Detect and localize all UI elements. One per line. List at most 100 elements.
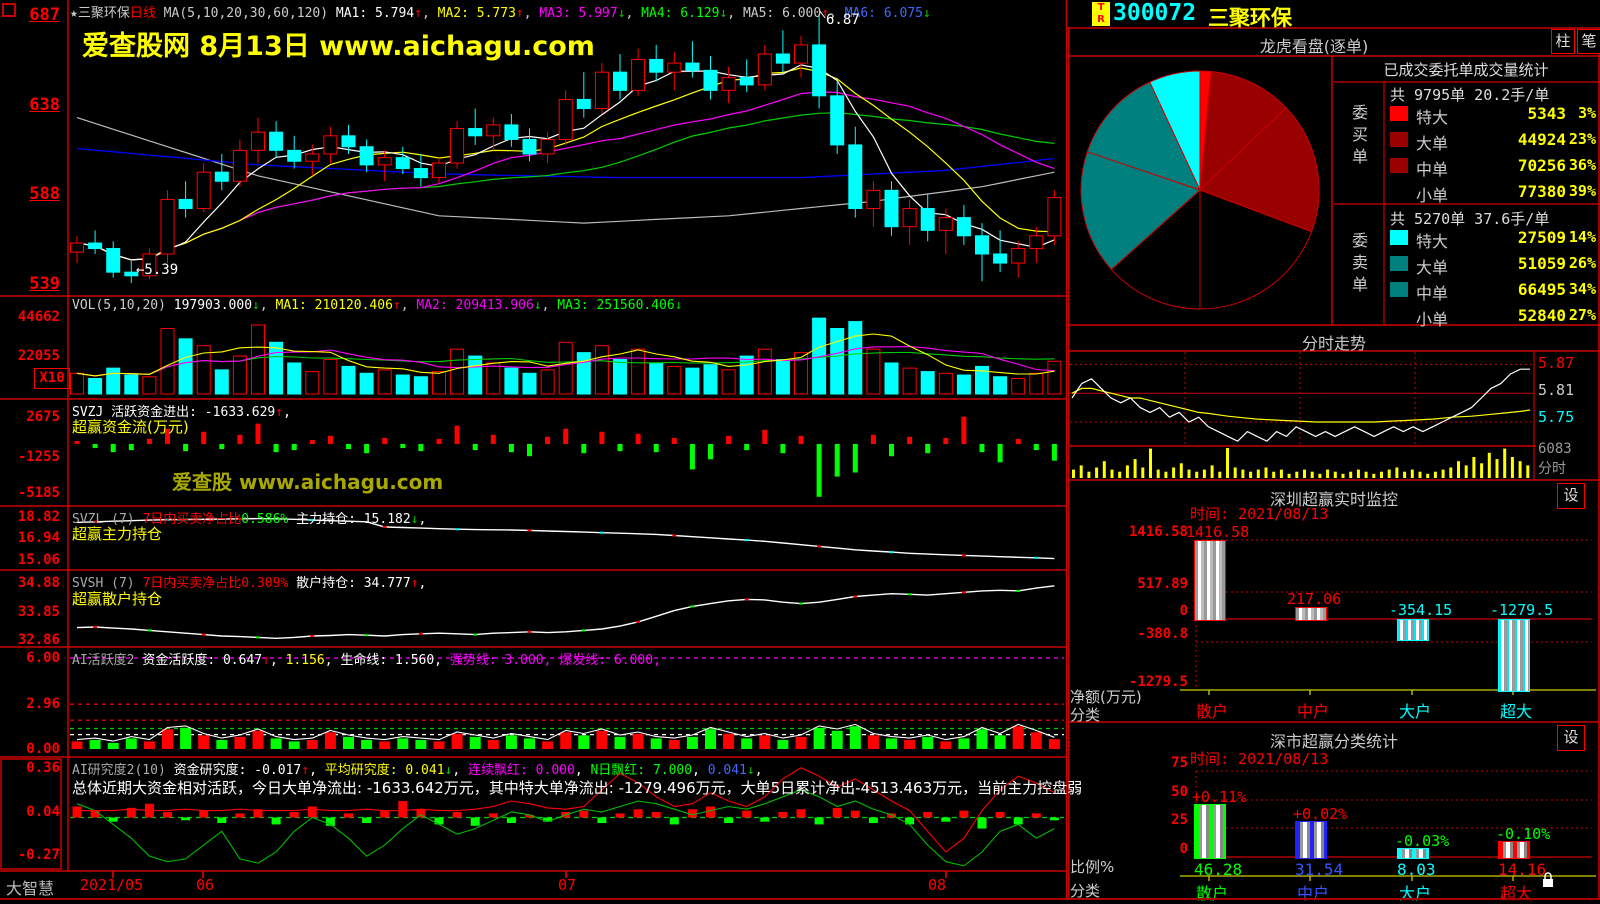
header-segment: , [625, 6, 642, 21]
order-row-name: 特大 [1416, 232, 1449, 251]
header-segment: 1.156 [285, 653, 325, 668]
header-segment: , [727, 6, 743, 21]
header-segment: 三聚环保 [77, 6, 130, 21]
order-row-value: 52840 [1517, 306, 1566, 325]
order-row-name: 小单 [1416, 310, 1449, 329]
monitor-time: 时间: 2021/08/13 [1190, 505, 1329, 523]
research-summary: 总体近期大资金相对活跃，今日大单净流出: -1633.642万元，其中特大单净流… [72, 779, 1083, 797]
classify-y-tick: 0 [1179, 841, 1188, 857]
classify-bar-category: 中户 [1297, 884, 1330, 903]
header-segment: 日线 [129, 6, 156, 21]
act-axis-3: 0.00 [26, 741, 60, 757]
sh-subtitle: 超赢散户持仓 [72, 590, 163, 608]
sh-axis-3: 32.86 [17, 632, 60, 648]
classify-bar-pct: -0.10% [1496, 825, 1551, 843]
header-segment: 资金研究度: -0.017 [173, 763, 302, 778]
order-row-swatch [1390, 132, 1408, 147]
monitor-y-tick: 1416.58 [1128, 524, 1188, 540]
header-segment: 0.309% [241, 576, 289, 591]
monitor-y-tick: 0 [1179, 603, 1188, 619]
main-chart-canvas[interactable] [0, 0, 1068, 900]
monitor-y-tick: -1279.5 [1128, 674, 1188, 690]
header-segment: ↑ [275, 405, 284, 420]
monitor-y-tick: -380.8 [1137, 626, 1188, 642]
classify-bar-value: 14.16 [1498, 860, 1547, 879]
order-row-swatch [1390, 282, 1408, 297]
order-row-swatch [1390, 230, 1408, 245]
classify-ratio-label: 比例% [1070, 858, 1115, 876]
order-row-name: 大单 [1416, 134, 1449, 153]
header-segment: MA3: 5.997 [539, 6, 618, 21]
header-segment: ↓ [674, 298, 683, 313]
header-segment: MA5: 6.000 [742, 6, 822, 21]
order-stats-title: 已成交委托单成交量统计 [1383, 61, 1549, 79]
header-segment: ↑ [392, 298, 401, 313]
kline-header: ★三聚环保日线 MA(5,10,20,30,60,120) MA1: 5.794… [70, 2, 931, 21]
classify-cat-label: 分类 [1070, 882, 1101, 900]
header-segment: , [421, 6, 438, 21]
header-segment: 强势线: 3.000, [449, 653, 560, 668]
pie-slice [1110, 188, 1201, 310]
res-axis-1: 0.36 [26, 760, 60, 776]
header-segment: MA1: 5.794 [335, 6, 415, 21]
order-row-pct: 14% [1568, 228, 1596, 246]
header-segment: ↑ [262, 653, 270, 668]
watermark-small: 爱查股 www.aichagu.com [172, 470, 444, 494]
timeline-label: 06 [196, 876, 215, 894]
act-axis-1: 6.00 [26, 650, 60, 666]
classify-y-tick: 75 [1171, 755, 1188, 771]
order-row-name: 中单 [1416, 160, 1449, 179]
res-axis-2: 0.04 [26, 804, 60, 820]
header-segment: , [692, 763, 708, 778]
watermark-banner: 爱查股网 8月13日 www.aichagu.com [82, 31, 595, 62]
right-panel-canvas[interactable] [1068, 0, 1600, 900]
header-segment: ↑ [301, 763, 310, 778]
header-segment: 资金活跃度: 0.647 [142, 653, 263, 668]
order-row-name: 特大 [1416, 108, 1449, 127]
sell-summary: 共 5270单 37.6手/单 [1390, 210, 1550, 228]
order-row-value: 27509 [1517, 228, 1566, 247]
stock-name: 三聚环保 [1208, 6, 1292, 30]
classify-settings-button[interactable]: 设 [1557, 725, 1585, 751]
header-segment: ↓ [533, 298, 542, 313]
timeline-label: 07 [558, 876, 577, 894]
buy-summary: 共 9795单 20.2手/单 [1390, 86, 1550, 104]
sh-axis-1: 34.88 [17, 575, 60, 591]
monitor-bar-value: 1416.58 [1186, 523, 1250, 541]
classify-title: 深市超赢分类统计 [1269, 732, 1398, 751]
bottom-border [0, 898, 1600, 900]
bar-mode-button[interactable]: 柱 [1551, 29, 1575, 54]
brand-label: 大智慧 [6, 879, 55, 898]
order-row-value: 70256 [1517, 156, 1566, 175]
fenshi-label-587: 5.87 [1538, 354, 1575, 372]
order-row-name: 大单 [1416, 258, 1449, 277]
pen-mode-button[interactable]: 笔 [1577, 29, 1600, 54]
monitor-y-tick: 517.89 [1137, 576, 1188, 592]
classify-bar-value: 8.03 [1397, 860, 1436, 879]
vol-axis-2: 22055 [17, 348, 60, 364]
header-segment: ↓ [252, 298, 260, 313]
zl-axis-3: 15.06 [17, 552, 60, 568]
monitor-settings-button[interactable]: 设 [1557, 483, 1585, 509]
classify-bar-value: 31.54 [1295, 860, 1344, 879]
monitor-bar-value: -354.15 [1389, 601, 1453, 619]
zj-subtitle: 超赢资金流(万元) [72, 418, 189, 436]
header-segment: ↓ [746, 763, 755, 778]
header-segment: , [754, 763, 763, 778]
k-axis-638: 638 [29, 95, 60, 115]
sh-header: SVSH (7) 7日内买卖净占比0.309% 散户持仓: 34.777↑, [72, 572, 426, 591]
header-segment: , [829, 6, 845, 21]
header-segment: , [259, 298, 276, 313]
fenshi-label-581: 5.81 [1538, 381, 1575, 399]
lock-icon[interactable] [1541, 872, 1555, 888]
pie-slice [1149, 70, 1201, 191]
header-segment: ↑ [410, 576, 419, 591]
header-segment: , [418, 576, 427, 591]
pie-slice [1086, 81, 1201, 191]
header-segment: 7日内买卖净占比 [142, 576, 242, 591]
pie-slice [1199, 189, 1313, 310]
order-row-swatch [1390, 256, 1408, 271]
monitor-title: 深圳超赢实时监控 [1269, 490, 1398, 509]
order-row-pct: 39% [1568, 182, 1596, 200]
classify-bar-category: 散户 [1196, 884, 1229, 903]
